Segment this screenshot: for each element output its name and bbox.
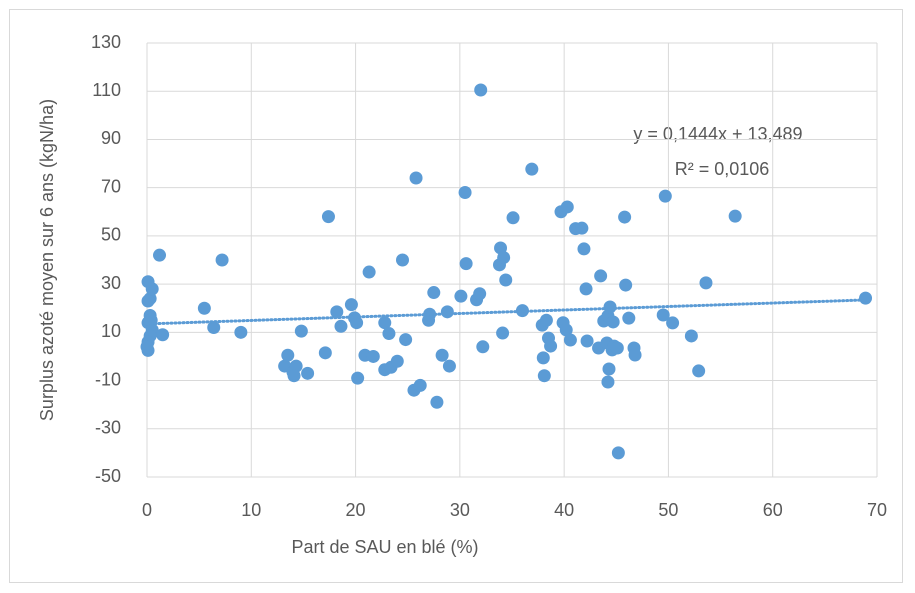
data-point — [658, 189, 672, 203]
data-point — [611, 446, 625, 460]
data-point — [330, 305, 344, 319]
y-tick-label: -50 — [95, 466, 121, 486]
data-point — [594, 269, 608, 283]
data-point — [603, 300, 617, 314]
x-tick-label: 70 — [867, 500, 887, 520]
trendline-equation: y = 0,1444x + 13,489 — [633, 124, 802, 144]
data-point — [440, 305, 454, 319]
data-point — [559, 323, 573, 337]
data-point — [474, 83, 488, 97]
data-point — [525, 162, 539, 176]
data-point — [602, 362, 616, 376]
data-point — [656, 308, 670, 322]
data-point — [610, 341, 624, 355]
x-tick-label: 20 — [346, 500, 366, 520]
data-point — [366, 349, 380, 363]
data-point — [563, 333, 577, 347]
data-point — [382, 327, 396, 341]
data-point — [321, 210, 335, 224]
data-point — [476, 340, 490, 354]
data-point — [499, 273, 513, 287]
data-point — [539, 313, 553, 327]
data-point — [577, 242, 591, 256]
data-point — [618, 210, 632, 224]
data-point — [430, 395, 444, 409]
data-point — [628, 348, 642, 362]
data-point — [506, 211, 520, 225]
x-axis-title: Part de SAU en blé (%) — [291, 537, 478, 557]
data-point — [427, 286, 441, 300]
x-tick-label: 10 — [241, 500, 261, 520]
data-point — [536, 351, 550, 365]
data-point — [699, 276, 713, 290]
data-point — [454, 289, 468, 303]
data-point — [156, 328, 170, 342]
y-tick-label: 110 — [92, 80, 121, 100]
data-point — [619, 278, 633, 292]
data-point — [684, 329, 698, 343]
data-point — [606, 315, 620, 329]
data-point — [141, 294, 155, 308]
data-point — [215, 253, 229, 267]
data-point — [622, 311, 636, 325]
data-point — [294, 324, 308, 338]
data-point — [435, 348, 449, 362]
data-point — [580, 334, 594, 348]
data-point — [301, 366, 315, 380]
data-point — [458, 185, 472, 199]
data-point — [390, 354, 404, 368]
data-point — [666, 316, 680, 330]
x-tick-label: 30 — [450, 500, 470, 520]
data-point — [234, 325, 248, 339]
data-point — [350, 316, 364, 330]
y-tick-label: 50 — [101, 225, 121, 245]
data-point — [575, 221, 589, 235]
y-tick-label: 30 — [101, 273, 121, 293]
data-point — [399, 333, 413, 347]
trendline — [145, 298, 868, 326]
y-tick-label: 10 — [101, 321, 121, 341]
data-point — [281, 348, 295, 362]
data-point — [197, 301, 211, 315]
data-point — [378, 316, 392, 330]
y-tick-label: -30 — [95, 418, 121, 438]
x-tick-label: 50 — [658, 500, 678, 520]
y-tick-label: 90 — [101, 128, 121, 148]
data-point — [140, 340, 154, 354]
data-point — [396, 253, 409, 267]
data-point — [287, 369, 301, 383]
data-point — [473, 287, 487, 301]
data-point — [207, 321, 221, 335]
data-point — [351, 371, 365, 385]
y-tick-label: 70 — [101, 176, 121, 196]
data-point — [560, 200, 574, 214]
data-point — [497, 251, 511, 265]
data-point — [859, 291, 873, 305]
data-point — [334, 319, 348, 333]
data-point — [601, 375, 615, 389]
data-point — [728, 209, 742, 223]
data-point — [692, 364, 706, 378]
data-point — [537, 369, 551, 383]
data-point — [409, 171, 423, 185]
data-point — [544, 339, 558, 353]
x-tick-label: 60 — [763, 500, 783, 520]
data-point — [496, 326, 510, 340]
data-point — [318, 346, 332, 360]
x-tick-label: 40 — [554, 500, 574, 520]
trendline-r-squared: R² = 0,0106 — [675, 159, 770, 179]
data-point — [153, 248, 167, 262]
y-tick-label: 130 — [91, 32, 121, 52]
y-tick-label: -10 — [95, 369, 121, 389]
y-axis-title: Surplus azoté moyen sur 6 ans (kgN/ha) — [37, 99, 57, 421]
data-point — [442, 359, 456, 373]
data-point — [459, 257, 473, 271]
data-point — [413, 378, 427, 392]
data-point — [145, 282, 159, 296]
data-point — [579, 282, 593, 296]
data-point — [362, 265, 376, 279]
data-point — [344, 298, 358, 312]
x-tick-label: 0 — [142, 500, 152, 520]
